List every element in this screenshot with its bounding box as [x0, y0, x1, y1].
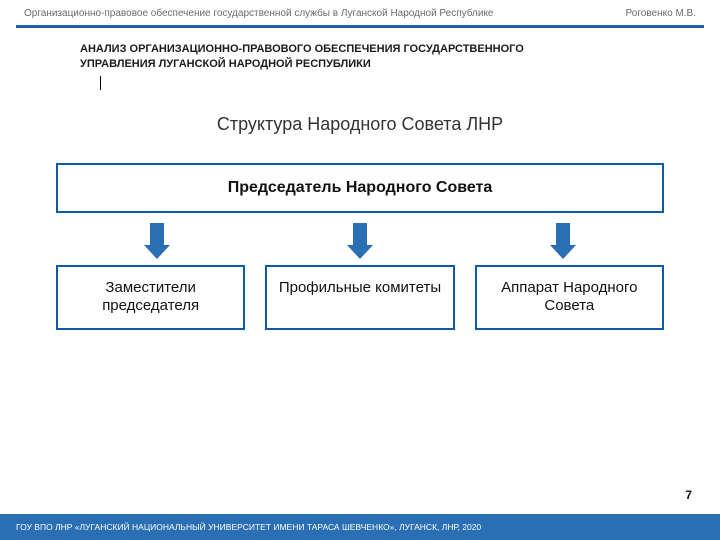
arrow-1: [144, 223, 170, 259]
arrow-stem: [150, 223, 164, 245]
page-number: 7: [685, 488, 692, 502]
arrow-2: [347, 223, 373, 259]
org-top-box: Председатель Народного Совета: [56, 163, 664, 213]
arrow-head-icon: [347, 245, 373, 259]
org-chart: Председатель Народного Совета Заместител…: [56, 163, 664, 331]
arrow-stem: [556, 223, 570, 245]
org-children-row: Заместители председателя Профильные коми…: [56, 265, 664, 331]
arrow-stem: [353, 223, 367, 245]
org-child-3: Аппарат Народного Совета: [475, 265, 664, 331]
header-left: Организационно-правовое обеспечение госу…: [24, 8, 494, 19]
section-heading: АНАЛИЗ ОРГАНИЗАЦИОННО-ПРАВОВОГО ОБЕСПЕЧЕ…: [80, 42, 660, 72]
org-child-2: Профильные комитеты: [265, 265, 454, 331]
arrow-head-icon: [144, 245, 170, 259]
heading-line2: УПРАВЛЕНИЯ ЛУГАНСКОЙ НАРОДНОЙ РЕСПУБЛИКИ: [80, 57, 660, 72]
arrow-3: [550, 223, 576, 259]
text-cursor: [100, 76, 101, 90]
arrow-head-icon: [550, 245, 576, 259]
footer-bar: ГОУ ВПО ЛНР «ЛУГАНСКИЙ НАЦИОНАЛЬНЫЙ УНИВ…: [0, 514, 720, 540]
arrows-row: [56, 223, 664, 259]
footer-text: ГОУ ВПО ЛНР «ЛУГАНСКИЙ НАЦИОНАЛЬНЫЙ УНИВ…: [16, 522, 481, 532]
heading-line1: АНАЛИЗ ОРГАНИЗАЦИОННО-ПРАВОВОГО ОБЕСПЕЧЕ…: [80, 42, 660, 57]
header-right: Роговенко М.В.: [626, 8, 696, 19]
subtitle: Структура Народного Совета ЛНР: [0, 114, 720, 135]
org-child-1: Заместители председателя: [56, 265, 245, 331]
header-rule: [16, 25, 704, 28]
header-bar: Организационно-правовое обеспечение госу…: [0, 0, 720, 23]
